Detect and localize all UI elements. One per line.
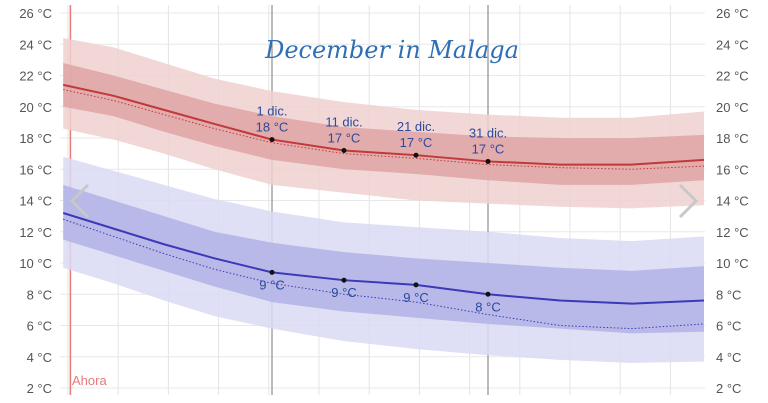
date-label: 31 dic.	[469, 125, 507, 140]
high-value-label: 18 °C	[256, 120, 289, 135]
low-point	[269, 269, 275, 275]
low-point	[485, 291, 491, 297]
y-tick-label-left: 18 °C	[19, 131, 52, 146]
y-tick-label-left: 24 °C	[19, 37, 52, 52]
low-value-label: 9 °C	[331, 285, 356, 300]
y-tick-label-right: 26 °C	[716, 6, 749, 21]
chevron-right-icon	[678, 183, 699, 219]
high-inner-band	[63, 63, 704, 185]
low-point	[341, 277, 347, 283]
y-tick-label-left: 26 °C	[19, 6, 52, 21]
high-value-label: 17 °C	[472, 141, 505, 156]
high-value-label: 17 °C	[400, 135, 433, 150]
y-tick-label-right: 4 °C	[716, 350, 741, 365]
date-label: 11 dic.	[325, 115, 362, 130]
y-tick-label-right: 18 °C	[716, 131, 749, 146]
y-tick-label-right: 14 °C	[716, 194, 749, 209]
y-tick-label-right: 6 °C	[716, 319, 741, 334]
high-point	[269, 137, 275, 143]
low-point	[413, 282, 419, 288]
prev-button[interactable]	[69, 183, 90, 219]
low-value-label: 9 °C	[259, 277, 284, 292]
y-tick-label-right: 20 °C	[716, 100, 749, 115]
y-tick-label-left: 16 °C	[19, 162, 52, 177]
y-tick-label-left: 22 °C	[19, 69, 52, 84]
low-value-label: 9 °C	[403, 290, 428, 305]
y-tick-label-left: 8 °C	[27, 287, 52, 302]
y-tick-label-left: 14 °C	[19, 194, 52, 209]
high-point	[485, 158, 491, 164]
low-value-label: 8 °C	[475, 299, 500, 314]
now-label: Ahora	[72, 373, 107, 388]
y-tick-label-right: 22 °C	[716, 69, 749, 84]
y-tick-label-right: 2 °C	[716, 381, 741, 396]
next-button[interactable]	[678, 183, 699, 219]
date-label: 1 dic.	[256, 104, 287, 119]
y-tick-label-right: 8 °C	[716, 287, 741, 302]
high-value-label: 17 °C	[328, 131, 361, 146]
y-tick-label-right: 16 °C	[716, 162, 749, 177]
y-tick-label-left: 4 °C	[27, 350, 52, 365]
y-tick-label-left: 10 °C	[19, 256, 52, 271]
y-tick-label-left: 2 °C	[27, 381, 52, 396]
chevron-left-icon	[69, 183, 90, 219]
chart-title: December in Malaga	[264, 36, 519, 64]
y-tick-label-right: 24 °C	[716, 37, 749, 52]
y-tick-label-left: 20 °C	[19, 100, 52, 115]
y-tick-label-right: 12 °C	[716, 225, 749, 240]
high-point	[341, 148, 347, 153]
y-tick-label-left: 12 °C	[19, 225, 52, 240]
date-label: 21 dic.	[397, 119, 435, 134]
y-tick-label-right: 10 °C	[716, 256, 749, 271]
high-dotted-line	[63, 89, 705, 170]
low-dotted-line	[63, 218, 705, 330]
y-tick-label-left: 6 °C	[27, 319, 52, 334]
high-point	[413, 152, 419, 158]
low-inner-band	[63, 184, 704, 334]
